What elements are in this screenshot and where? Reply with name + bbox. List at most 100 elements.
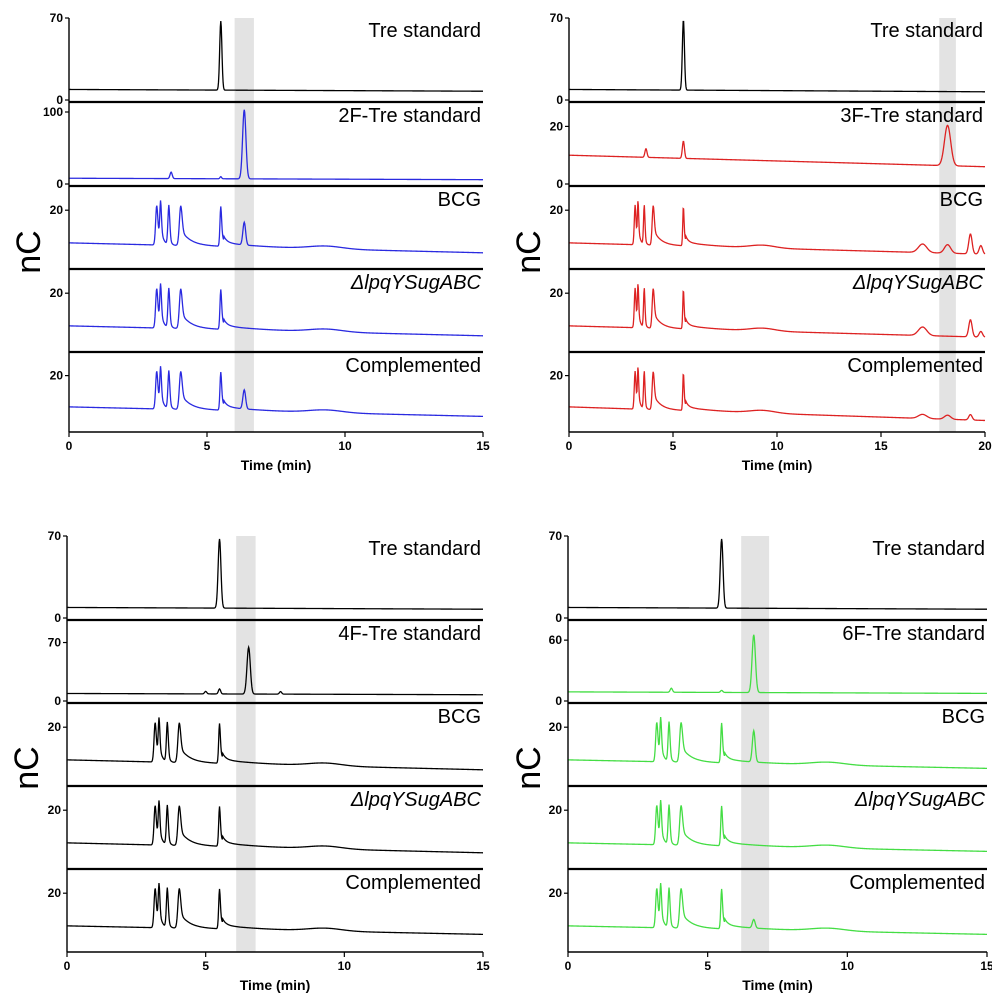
x-tick-label: 5 bbox=[204, 439, 211, 453]
y-tick-label: 0 bbox=[555, 694, 562, 708]
highlight-band bbox=[236, 536, 256, 952]
y-axis-title: nC bbox=[10, 230, 48, 273]
trace-label: BCG bbox=[940, 189, 983, 211]
x-axis-title: Time (min) bbox=[742, 977, 813, 993]
highlight-band bbox=[234, 18, 254, 432]
highlight-band bbox=[939, 18, 956, 432]
trace-label: BCG bbox=[942, 706, 985, 728]
x-tick-label: 10 bbox=[841, 959, 855, 973]
trace-label: Tre standard bbox=[872, 538, 985, 560]
y-tick-label: 0 bbox=[56, 177, 63, 191]
y-tick-label: 20 bbox=[550, 369, 564, 383]
trace-line bbox=[567, 883, 988, 936]
y-tick-label: 0 bbox=[56, 93, 63, 107]
y-tick-label: 70 bbox=[50, 11, 64, 25]
x-tick-label: 5 bbox=[704, 959, 711, 973]
trace-line bbox=[66, 800, 484, 854]
y-tick-label: 20 bbox=[549, 720, 563, 734]
trace-line bbox=[68, 283, 484, 337]
trace-line bbox=[568, 124, 986, 168]
y-tick-label: 100 bbox=[43, 105, 63, 119]
trace-line bbox=[66, 717, 484, 771]
trace-line bbox=[567, 717, 988, 770]
trace-label: 4F-Tre standard bbox=[338, 623, 481, 645]
trace-line bbox=[568, 634, 987, 695]
x-axis-title: Time (min) bbox=[241, 457, 312, 473]
y-tick-label: 70 bbox=[550, 11, 564, 25]
x-tick-label: 0 bbox=[566, 439, 573, 453]
trace-line bbox=[69, 109, 483, 181]
trace-line bbox=[66, 883, 484, 936]
trace-label: Complemented bbox=[849, 872, 985, 894]
y-tick-label: 20 bbox=[50, 369, 64, 383]
x-tick-label: 15 bbox=[980, 959, 992, 973]
trace-label: BCG bbox=[438, 189, 481, 211]
y-tick-label: 20 bbox=[550, 119, 564, 133]
trace-label: 3F-Tre standard bbox=[840, 105, 983, 127]
trace-label: ΔlpqYSugABC bbox=[852, 272, 984, 294]
trace-line bbox=[67, 538, 483, 610]
chart-panel-3: 0 70 Tre standard 0 70 4F-Tre standard 20 BCG 20… bbox=[8, 529, 490, 993]
trace-line bbox=[67, 644, 484, 696]
trace-label: Complemented bbox=[345, 355, 481, 377]
trace-label: Complemented bbox=[345, 872, 481, 894]
x-axis-title: Time (min) bbox=[742, 457, 813, 473]
x-tick-label: 15 bbox=[874, 439, 888, 453]
trace-label: ΔlpqYSugABC bbox=[350, 789, 482, 811]
trace-line bbox=[568, 538, 987, 610]
y-tick-label: 0 bbox=[556, 177, 563, 191]
trace-line bbox=[68, 366, 484, 418]
trace-label: ΔlpqYSugABC bbox=[350, 272, 482, 294]
trace-label: 6F-Tre standard bbox=[842, 623, 985, 645]
y-tick-label: 20 bbox=[48, 720, 62, 734]
trace-line bbox=[568, 284, 986, 338]
x-tick-label: 15 bbox=[476, 439, 490, 453]
y-tick-label: 0 bbox=[556, 93, 563, 107]
trace-line bbox=[569, 20, 985, 93]
y-tick-label: 70 bbox=[48, 529, 62, 543]
y-tick-label: 70 bbox=[549, 529, 563, 543]
x-axis-title: Time (min) bbox=[240, 977, 311, 993]
y-tick-label: 20 bbox=[549, 886, 563, 900]
trace-label: 2F-Tre standard bbox=[338, 105, 481, 127]
x-tick-label: 5 bbox=[202, 959, 209, 973]
x-tick-label: 0 bbox=[66, 439, 73, 453]
trace-line bbox=[68, 200, 484, 254]
chart-panel-2: 0 70 Tre standard 0 20 3F-Tre standard 20 BCG 20… bbox=[510, 11, 992, 473]
trace-label: Tre standard bbox=[368, 538, 481, 560]
y-tick-label: 70 bbox=[48, 636, 62, 650]
y-axis-title: nC bbox=[510, 230, 548, 273]
y-tick-label: 20 bbox=[550, 286, 564, 300]
y-tick-label: 0 bbox=[54, 694, 61, 708]
x-tick-label: 10 bbox=[338, 439, 352, 453]
y-tick-label: 60 bbox=[549, 633, 563, 647]
y-tick-label: 20 bbox=[48, 803, 62, 817]
x-tick-label: 15 bbox=[476, 959, 490, 973]
x-tick-label: 0 bbox=[565, 959, 572, 973]
y-tick-label: 20 bbox=[50, 203, 64, 217]
x-tick-label: 10 bbox=[338, 959, 352, 973]
y-tick-label: 20 bbox=[549, 803, 563, 817]
trace-label: ΔlpqYSugABC bbox=[854, 789, 986, 811]
y-tick-label: 0 bbox=[555, 611, 562, 625]
x-tick-label: 20 bbox=[978, 439, 992, 453]
trace-line bbox=[69, 20, 483, 92]
y-tick-label: 20 bbox=[50, 286, 64, 300]
trace-label: Complemented bbox=[847, 355, 983, 377]
trace-label: Tre standard bbox=[870, 20, 983, 42]
chart-panel-4: 0 70 Tre standard 0 60 6F-Tre standard 20 BCG 20… bbox=[510, 529, 992, 993]
trace-label: BCG bbox=[438, 706, 481, 728]
y-tick-label: 20 bbox=[550, 203, 564, 217]
y-tick-label: 20 bbox=[48, 886, 62, 900]
y-axis-title: nC bbox=[510, 746, 548, 789]
y-tick-label: 0 bbox=[54, 611, 61, 625]
trace-line bbox=[567, 800, 988, 853]
trace-line bbox=[568, 367, 986, 422]
x-tick-label: 0 bbox=[64, 959, 71, 973]
trace-line bbox=[568, 201, 986, 255]
trace-label: Tre standard bbox=[368, 20, 481, 42]
y-axis-title: nC bbox=[8, 746, 46, 789]
x-tick-label: 5 bbox=[670, 439, 677, 453]
